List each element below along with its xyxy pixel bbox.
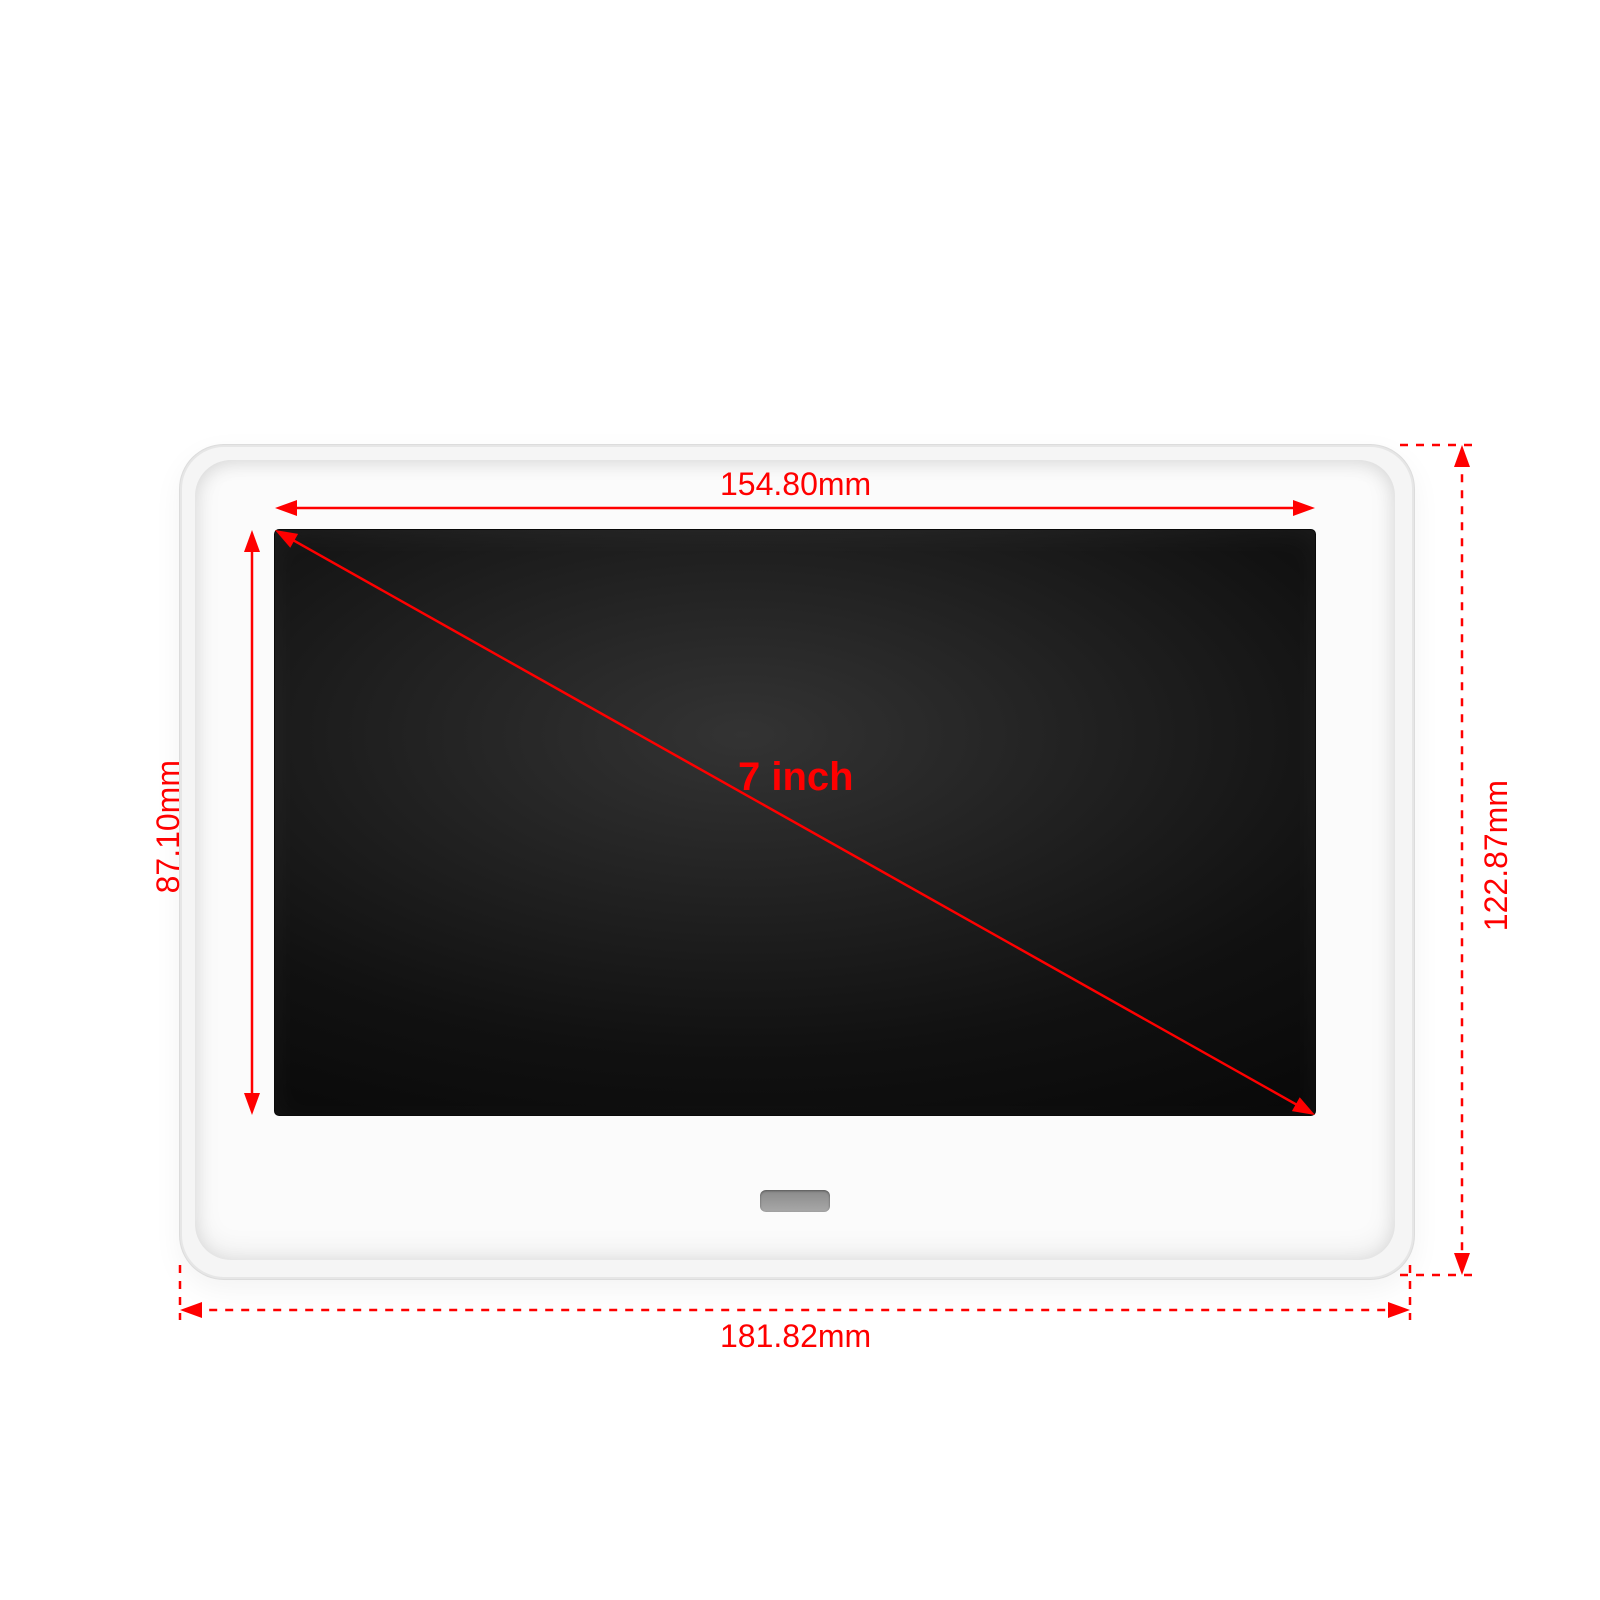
dim-label-screen-height: 87.10mm (150, 760, 187, 893)
dim-label-diagonal: 7 inch (738, 755, 854, 800)
dim-label-outer-width: 181.82mm (720, 1318, 871, 1355)
device-screen (275, 530, 1315, 1115)
dim-label-screen-width: 154.80mm (720, 466, 871, 503)
dim-label-outer-height: 122.87mm (1478, 780, 1515, 931)
ir-window (760, 1190, 830, 1212)
diagram-stage: 154.80mm 181.82mm 87.10mm 122.87mm 7 inc… (0, 0, 1600, 1600)
